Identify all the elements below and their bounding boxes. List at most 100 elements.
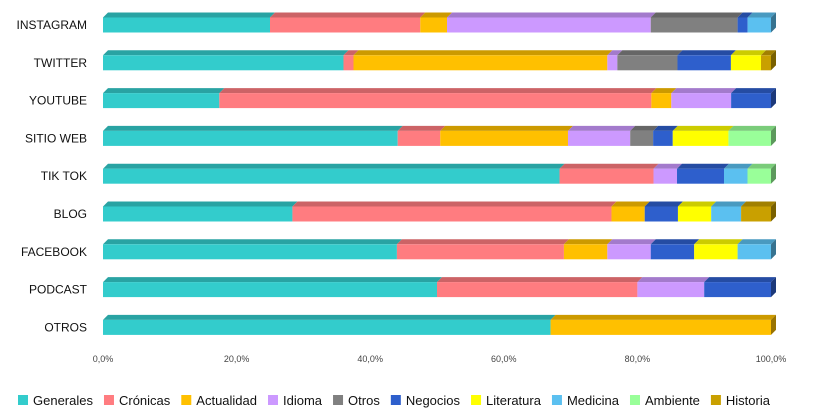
- bar-segment: [760, 55, 771, 71]
- bar-segment-top: [611, 201, 650, 207]
- bar-segment-top: [103, 50, 349, 56]
- bar-segment: [724, 168, 748, 184]
- bar-segment-top: [617, 50, 683, 56]
- legend-swatch: [471, 395, 482, 405]
- bar-segment: [103, 130, 398, 146]
- legend-label: Ambiente: [645, 393, 700, 408]
- bar-segment-top: [447, 12, 656, 18]
- bar-end-side: [771, 88, 776, 109]
- legend-label: Generales: [33, 393, 93, 408]
- category-label: OTROS: [44, 320, 87, 334]
- bar-segment: [447, 17, 651, 33]
- bar-segment-top: [747, 163, 776, 169]
- bar-segment: [550, 319, 771, 335]
- legend-label: Actualidad: [196, 393, 257, 408]
- bar-segment-top: [567, 125, 636, 131]
- legend-label: Idioma: [283, 393, 323, 408]
- bar-segment: [103, 17, 270, 33]
- bar-segment: [343, 55, 354, 71]
- legend-item: Idioma: [268, 393, 323, 408]
- bar-segment-top: [637, 277, 710, 283]
- category-label: SITIO WEB: [25, 131, 87, 145]
- x-tick-label: 100,0%: [756, 354, 787, 364]
- bar-segment: [270, 17, 421, 33]
- bar-segment-top: [651, 88, 677, 94]
- bar-segment: [672, 130, 729, 146]
- bar-segment-top: [550, 314, 776, 320]
- bar-segment-top: [653, 163, 683, 169]
- category-label: TIK TOK: [41, 169, 87, 183]
- bar-segment: [677, 206, 712, 222]
- bar-segment-top: [747, 12, 776, 18]
- x-axis-ticks: 0,0% 20,0% 40,0% 60,0% 80,0% 100,0%: [93, 354, 787, 364]
- bar-segment: [440, 130, 568, 146]
- bar-segment: [737, 17, 748, 33]
- bar-segment-top: [103, 314, 556, 320]
- bar-segment: [650, 244, 695, 260]
- bar-segment: [747, 168, 771, 184]
- legend-item: Literatura: [471, 393, 542, 408]
- bar-segment: [711, 206, 742, 222]
- bar-segment-top: [103, 163, 565, 169]
- bar-segment-top: [653, 125, 678, 131]
- bar-segment: [103, 282, 437, 298]
- bar-segment-top: [677, 201, 717, 207]
- bar-segment: [103, 93, 220, 109]
- x-tick-label: 40,0%: [357, 354, 383, 364]
- bar-segment-top: [741, 201, 776, 207]
- category-label: INSTAGRAM: [17, 18, 87, 32]
- bar-segment-top: [724, 163, 753, 169]
- bar-segment: [607, 244, 651, 260]
- bar-segment: [617, 55, 678, 71]
- bar-segment: [747, 17, 771, 33]
- bar-segment-top: [103, 125, 403, 131]
- legend-label: Otros: [348, 393, 380, 408]
- legend-swatch: [333, 395, 344, 405]
- bar-segment: [292, 206, 612, 222]
- legend-swatch: [390, 395, 401, 405]
- bar-segment: [637, 282, 705, 298]
- bar-segment-top: [728, 125, 776, 131]
- legend-label: Historia: [726, 393, 771, 408]
- bar-segment-top: [353, 50, 613, 56]
- legend: Generales Crónicas Actualidad Idioma Otros Ne…: [18, 393, 771, 408]
- bar-segment-top: [559, 163, 659, 169]
- bar-segment-top: [270, 12, 426, 18]
- bar-segment: [728, 130, 771, 146]
- bar-segment: [741, 206, 771, 222]
- x-tick-label: 60,0%: [491, 354, 517, 364]
- legend-label: Literatura: [486, 393, 542, 408]
- legend-item: Actualidad: [181, 393, 257, 408]
- bar-segment-top: [103, 88, 225, 94]
- legend-label: Medicina: [567, 393, 620, 408]
- category-label: FACEBOOK: [21, 245, 87, 259]
- legend-swatch: [18, 395, 28, 405]
- x-tick-label: 80,0%: [625, 354, 651, 364]
- bar-segment: [611, 206, 645, 222]
- bar-segment-top: [103, 12, 275, 18]
- bar-segment: [731, 93, 771, 109]
- bar-end-side: [771, 239, 776, 260]
- bar-segment: [644, 206, 678, 222]
- bar-segment-top: [396, 239, 569, 245]
- bar-segment: [653, 168, 678, 184]
- bar-segment: [219, 93, 652, 109]
- bar-segment: [559, 168, 654, 184]
- bar-end-side: [771, 201, 776, 222]
- bar-segment-top: [607, 50, 623, 56]
- category-label: YOUTUBE: [29, 94, 87, 108]
- bar-segment: [651, 93, 672, 109]
- bar-segment-top: [397, 125, 446, 131]
- bar-segment: [704, 282, 771, 298]
- legend-swatch: [268, 395, 278, 405]
- bar-segment: [677, 168, 725, 184]
- bar-segment: [103, 55, 344, 71]
- legend-swatch: [181, 395, 192, 405]
- legend-item: Otros: [333, 393, 380, 408]
- bar-segment: [353, 55, 608, 71]
- bar-segment: [677, 55, 731, 71]
- legend-label: Negocios: [406, 393, 461, 408]
- legend-swatch: [629, 395, 640, 405]
